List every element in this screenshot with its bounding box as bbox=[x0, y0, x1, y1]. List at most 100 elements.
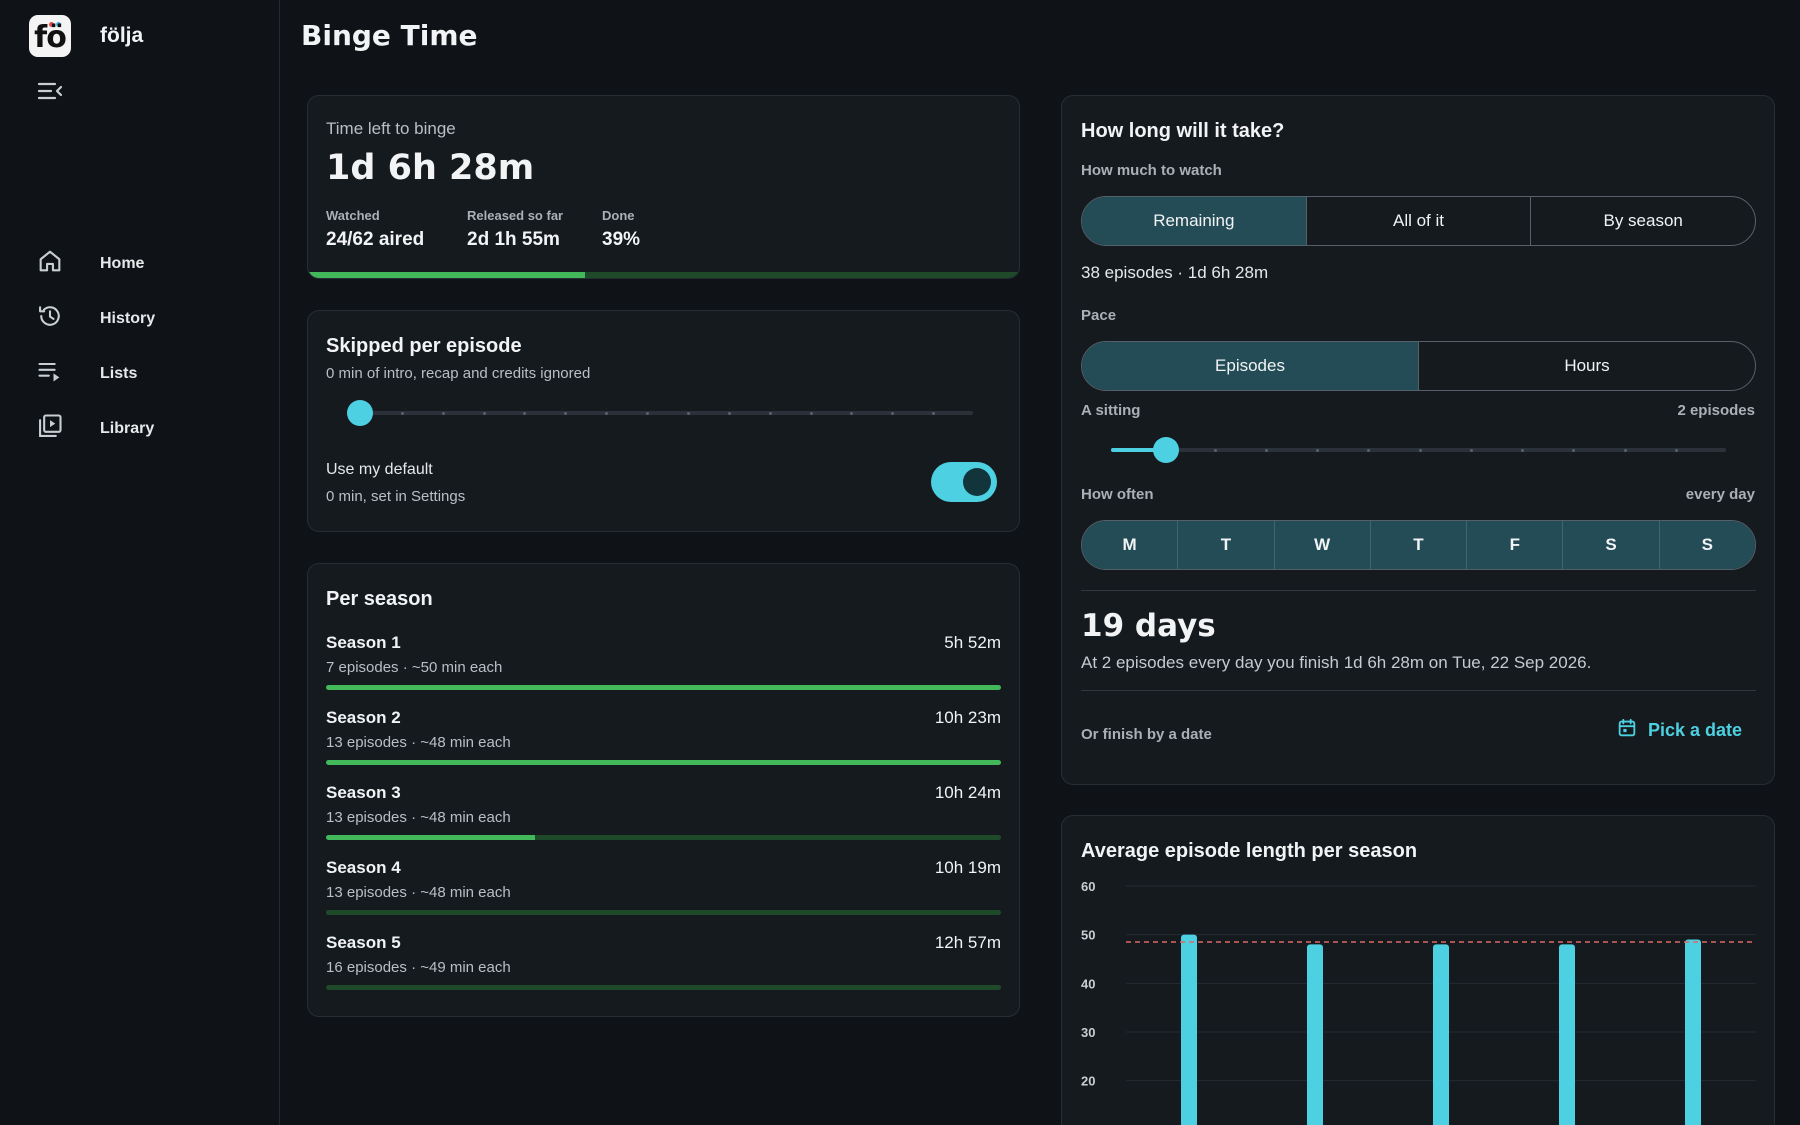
sidebar-item-library[interactable]: Library bbox=[0, 401, 280, 456]
library-icon bbox=[36, 412, 64, 445]
sitting-slider[interactable] bbox=[1111, 437, 1726, 463]
day-sunday[interactable]: S bbox=[1658, 521, 1755, 569]
slider-tick bbox=[646, 411, 650, 415]
sitting-slider-thumb[interactable] bbox=[1153, 437, 1180, 463]
slider-tick bbox=[1623, 448, 1627, 452]
pace-segmented: Episodes Hours bbox=[1081, 341, 1756, 391]
time-left-card: Time left to binge 1d 6h 28m Watched 24/… bbox=[307, 95, 1020, 279]
segment-episodes[interactable]: Episodes bbox=[1082, 342, 1418, 390]
slider-tick bbox=[809, 411, 813, 415]
slider-tick bbox=[564, 411, 568, 415]
chart-bar bbox=[1685, 939, 1701, 1125]
skip-slider[interactable] bbox=[347, 400, 973, 426]
app-logo[interactable]: fö bbox=[29, 15, 71, 57]
season-meta: 13 episodes · ~48 min each bbox=[326, 809, 511, 826]
slider-tick bbox=[891, 411, 895, 415]
finish-by-date-label: Or finish by a date bbox=[1081, 726, 1212, 743]
season-duration: 10h 24m bbox=[934, 783, 1001, 802]
chart-bar bbox=[1559, 944, 1575, 1125]
how-long-card: How long will it take? How much to watch… bbox=[1061, 95, 1775, 785]
sidebar-item-lists[interactable]: Lists bbox=[0, 346, 280, 401]
season-row[interactable]: Season 2 10h 23m 13 episodes · ~48 min eac… bbox=[326, 708, 1001, 778]
page-title: Binge Time bbox=[301, 19, 478, 52]
slider-tick bbox=[1469, 448, 1473, 452]
slider-tick bbox=[441, 411, 445, 415]
pick-date-label: Pick a date bbox=[1648, 720, 1743, 740]
remaining-summary: 38 episodes · 1d 6h 28m bbox=[1081, 263, 1269, 282]
day-thursday[interactable]: T bbox=[1369, 521, 1467, 569]
how-long-title: How long will it take? bbox=[1081, 120, 1285, 142]
watched-progress-bar bbox=[308, 272, 1019, 278]
watch-amount-segmented: Remaining All of it By season bbox=[1081, 196, 1756, 246]
watched-progress-fill bbox=[308, 272, 586, 278]
pick-date-button[interactable]: Pick a date bbox=[1616, 717, 1742, 744]
how-often-value: every day bbox=[1685, 486, 1755, 503]
divider bbox=[1081, 590, 1756, 591]
slider-tick bbox=[768, 411, 772, 415]
y-tick-label: 30 bbox=[1081, 1025, 1095, 1040]
use-default-toggle[interactable] bbox=[931, 462, 997, 502]
skip-slider-thumb[interactable] bbox=[347, 400, 373, 426]
playlist-icon bbox=[36, 357, 64, 390]
chart-bar bbox=[1181, 934, 1197, 1125]
y-tick-label: 50 bbox=[1081, 928, 1095, 943]
season-progress-bar bbox=[326, 685, 1001, 690]
sidebar-item-history[interactable]: History bbox=[0, 291, 280, 346]
season-meta: 16 episodes · ~49 min each bbox=[326, 959, 511, 976]
slider-tick bbox=[482, 411, 486, 415]
done-stat: Done 39% bbox=[602, 208, 640, 251]
slider-tick bbox=[400, 411, 404, 415]
skipped-title: Skipped per episode bbox=[326, 335, 522, 357]
sidebar-item-label: Lists bbox=[100, 364, 138, 382]
slider-tick bbox=[1316, 448, 1319, 452]
slider-tick bbox=[1572, 448, 1576, 452]
slider-tick bbox=[727, 411, 731, 415]
segment-all-of-it[interactable]: All of it bbox=[1305, 197, 1531, 245]
slider-tick bbox=[850, 411, 854, 415]
season-progress-bar bbox=[326, 985, 1001, 990]
use-default-subtitle: 0 min, set in Settings bbox=[326, 488, 466, 505]
segment-by-season[interactable]: By season bbox=[1530, 197, 1755, 245]
season-name: Season 3 bbox=[326, 783, 401, 802]
slider-tick bbox=[605, 411, 609, 415]
season-name: Season 4 bbox=[326, 858, 401, 877]
sidebar-item-label: Home bbox=[100, 254, 145, 272]
day-wednesday[interactable]: W bbox=[1273, 521, 1370, 569]
collapse-menu-icon[interactable] bbox=[37, 80, 63, 102]
day-friday[interactable]: F bbox=[1466, 521, 1563, 569]
season-row[interactable]: Season 3 10h 24m 13 episodes · ~48 min eac… bbox=[326, 783, 1001, 853]
result-days: 19 days bbox=[1081, 608, 1216, 644]
y-tick-label: 20 bbox=[1081, 1074, 1095, 1089]
sitting-label: A sitting bbox=[1081, 402, 1141, 419]
day-saturday[interactable]: S bbox=[1562, 521, 1659, 569]
sitting-value: 2 episodes bbox=[1677, 402, 1755, 419]
season-meta: 13 episodes · ~48 min each bbox=[326, 734, 511, 751]
sidebar: fö följa Home History Lists Library bbox=[0, 0, 280, 1125]
sidebar-item-home[interactable]: Home bbox=[0, 236, 280, 291]
chart-title: Average episode length per season bbox=[1081, 840, 1418, 862]
chart-bar bbox=[1433, 944, 1449, 1125]
logo-dot-red bbox=[49, 22, 54, 27]
time-left-label: Time left to binge bbox=[326, 119, 456, 138]
day-monday[interactable]: M bbox=[1082, 521, 1178, 569]
season-progress-fill bbox=[326, 760, 1001, 765]
season-name: Season 1 bbox=[326, 633, 401, 652]
season-name: Season 5 bbox=[326, 933, 401, 952]
season-row[interactable]: Season 1 5h 52m 7 episodes · ~50 min each bbox=[326, 633, 1001, 703]
per-season-card: Per season Season 1 5h 52m 7 episodes · ~5… bbox=[307, 563, 1020, 1017]
season-duration: 5h 52m bbox=[944, 633, 1001, 652]
segment-remaining[interactable]: Remaining bbox=[1082, 197, 1306, 245]
released-stat: Released so far 2d 1h 55m bbox=[467, 208, 563, 251]
divider bbox=[1081, 690, 1756, 691]
segment-hours[interactable]: Hours bbox=[1418, 342, 1755, 390]
season-meta: 13 episodes · ~48 min each bbox=[326, 884, 511, 901]
season-name: Season 2 bbox=[326, 708, 401, 727]
day-tuesday[interactable]: T bbox=[1177, 521, 1274, 569]
time-left-value: 1d 6h 28m bbox=[326, 148, 535, 188]
season-row[interactable]: Season 5 12h 57m 16 episodes · ~49 min eac… bbox=[326, 933, 1001, 1003]
season-progress-fill bbox=[326, 835, 536, 840]
logo-dot-blue bbox=[56, 22, 61, 27]
season-row[interactable]: Season 4 10h 19m 13 episodes · ~48 min eac… bbox=[326, 858, 1001, 928]
weekday-selector: M T W T F S S bbox=[1081, 520, 1756, 570]
toggle-knob bbox=[963, 468, 991, 496]
